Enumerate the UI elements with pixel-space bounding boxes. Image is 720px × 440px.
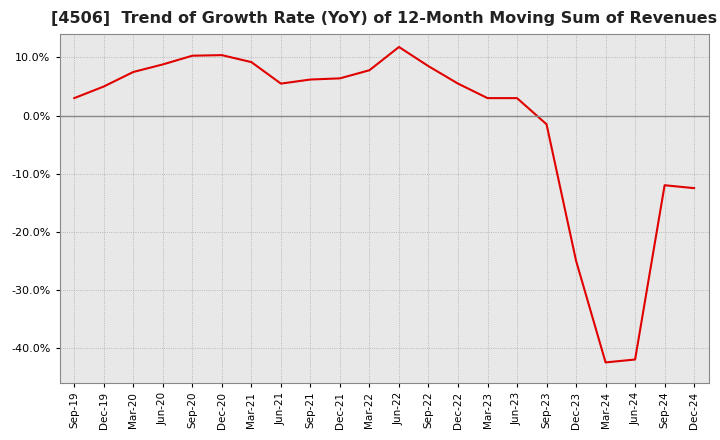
Title: [4506]  Trend of Growth Rate (YoY) of 12-Month Moving Sum of Revenues: [4506] Trend of Growth Rate (YoY) of 12-… — [51, 11, 717, 26]
